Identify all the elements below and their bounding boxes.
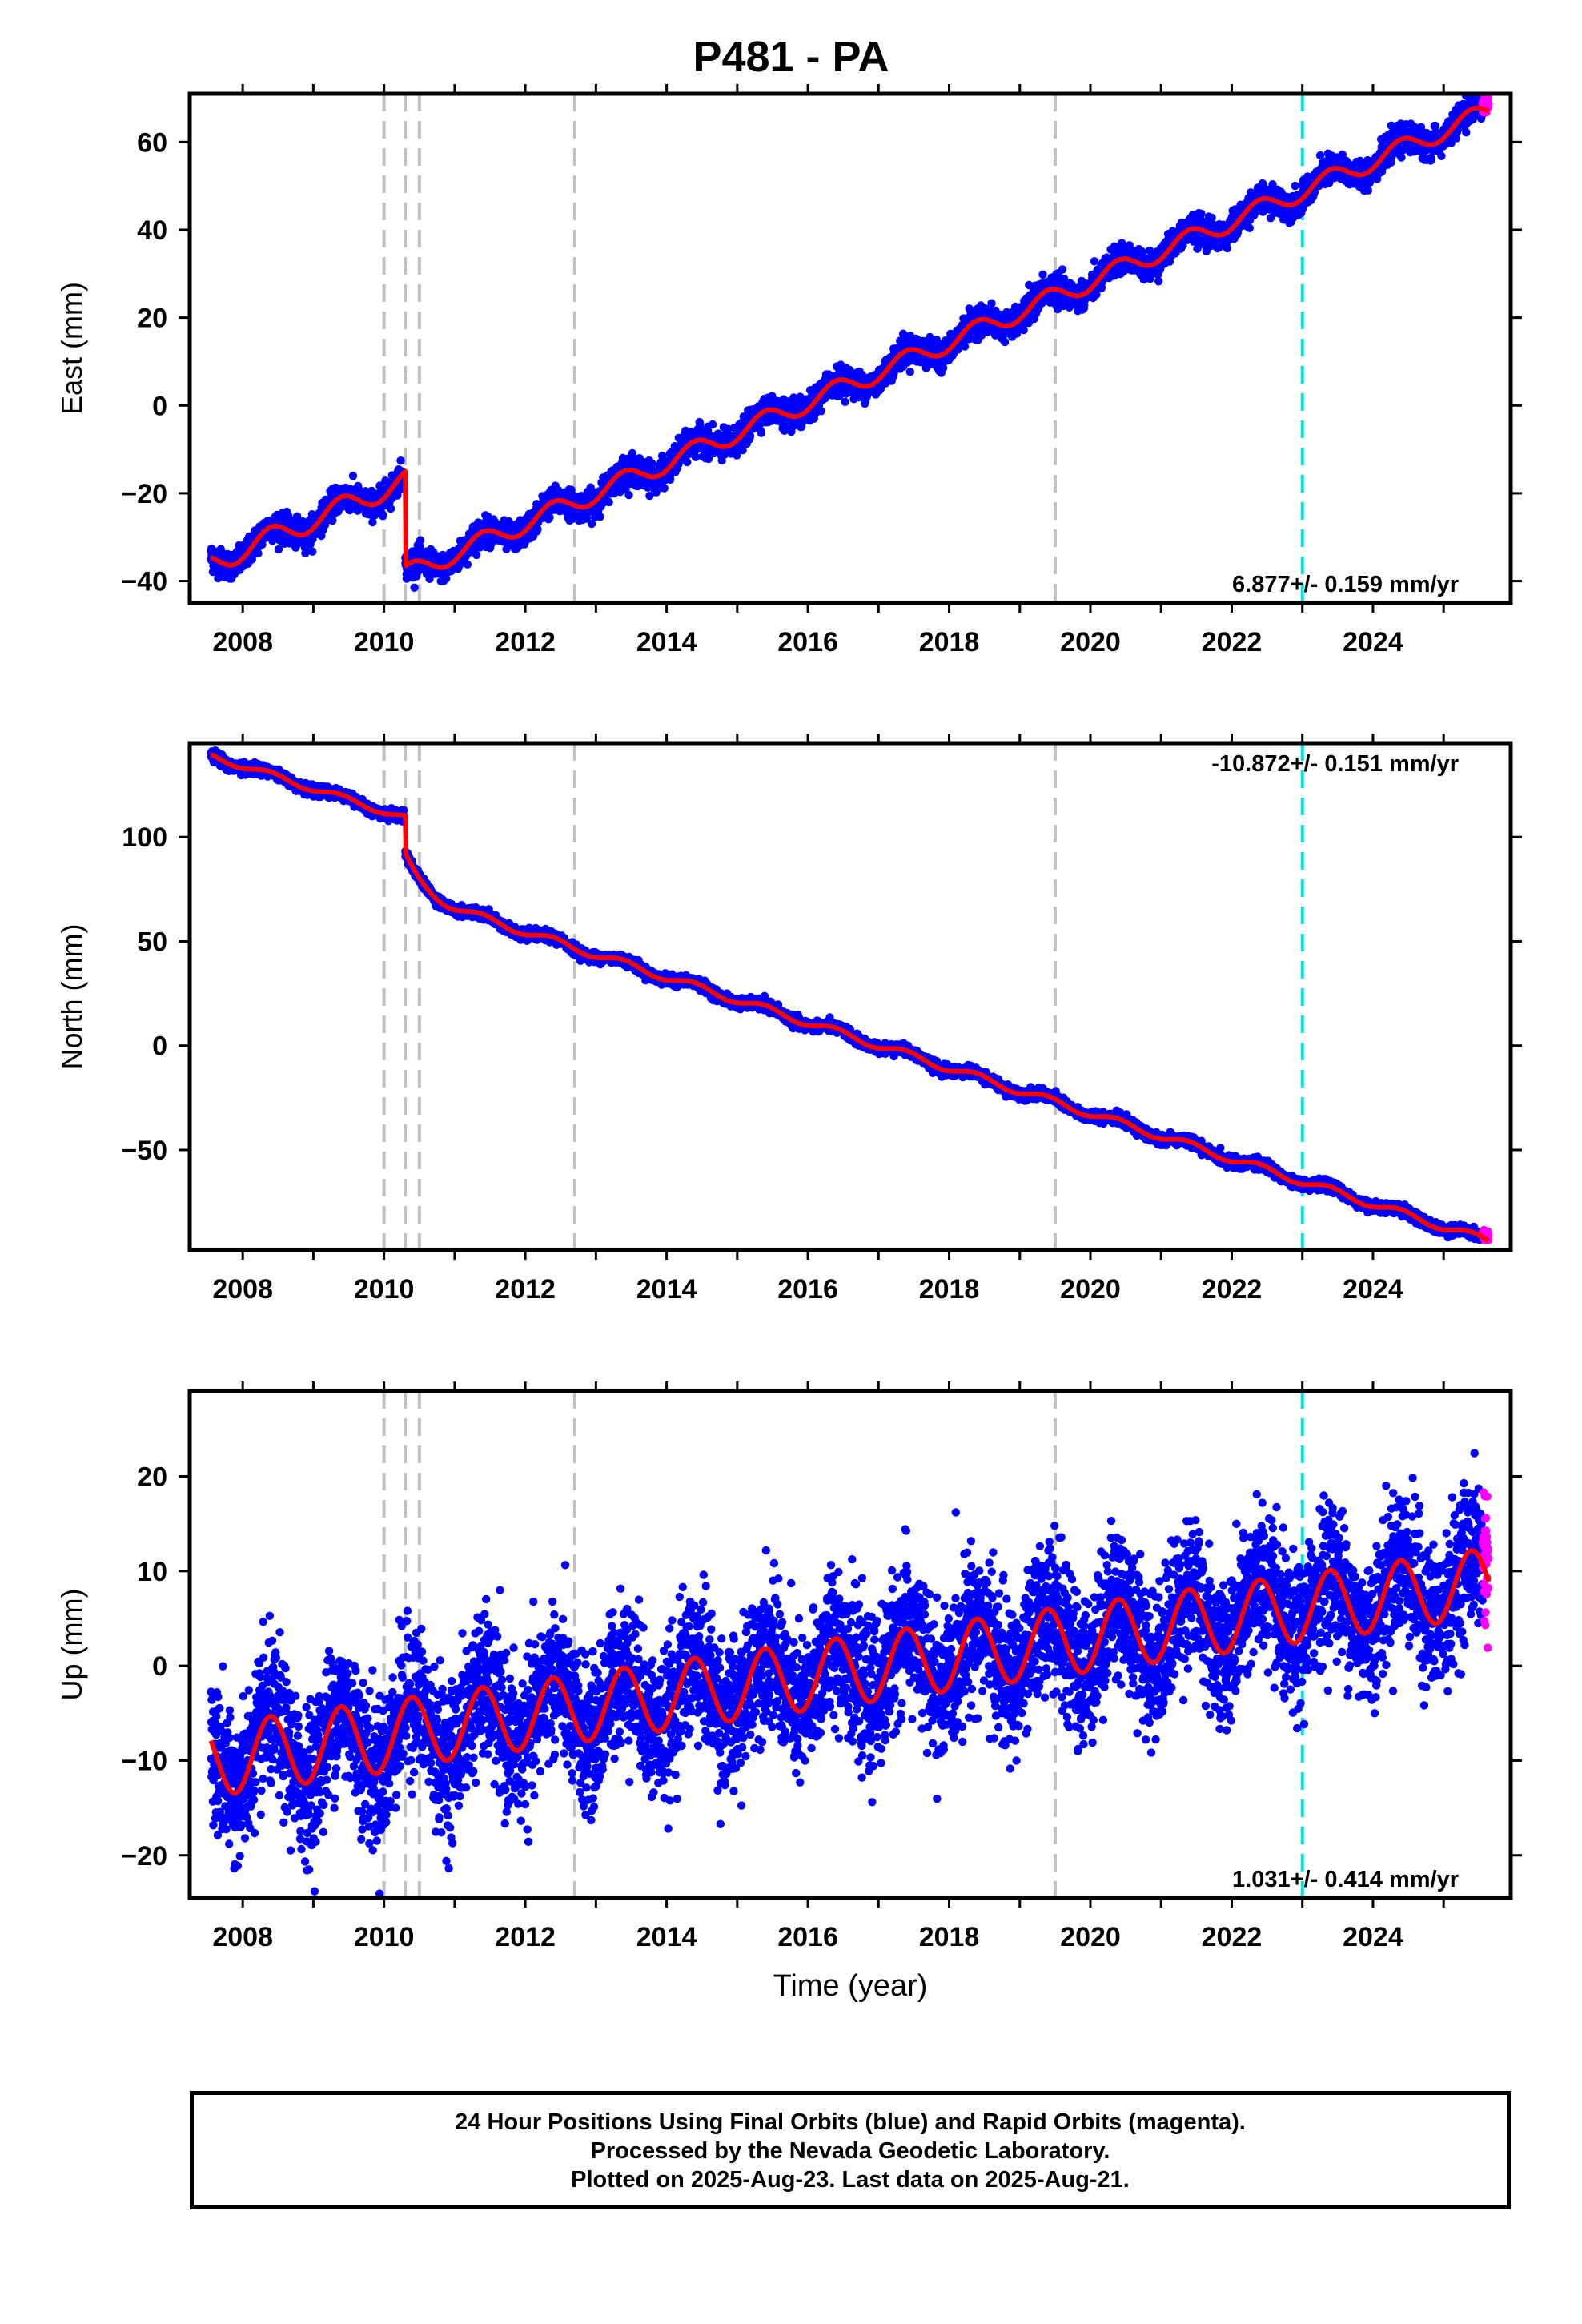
final-orbit-point: [905, 368, 915, 376]
final-orbit-point: [301, 549, 310, 557]
final-orbit-point: [328, 516, 337, 525]
final-orbit-point: [293, 512, 302, 521]
final-orbit-point: [348, 472, 358, 480]
final-orbit-point: [368, 517, 377, 527]
final-orbit-point: [604, 497, 613, 507]
final-orbit-point: [1000, 337, 1010, 347]
plot-area: [207, 94, 1493, 603]
final-orbit-point: [624, 490, 633, 500]
final-orbit-point: [379, 512, 387, 521]
final-orbit-point: [987, 299, 996, 308]
final-orbit-point: [1090, 257, 1099, 266]
final-orbit-point: [1154, 277, 1163, 286]
final-orbit-point: [308, 547, 317, 556]
final-orbit-point: [410, 583, 419, 592]
east-panel: 2008 2010 2012 2014 2016 2018 2020 2022 2024−40−…: [55, 84, 1522, 657]
final-orbit-point: [596, 513, 604, 521]
final-orbit-point: [254, 549, 263, 558]
final-orbit-point: [660, 484, 669, 493]
final-orbit-point: [442, 574, 451, 583]
final-orbit-point: [396, 456, 405, 465]
final-orbit-point: [683, 457, 692, 467]
final-orbit-point: [960, 342, 970, 351]
final-orbit-point: [708, 420, 717, 429]
final-orbit-point: [274, 545, 283, 554]
data-points: [207, 94, 1493, 592]
final-orbit-point: [1038, 270, 1047, 279]
final-orbit-point: [472, 550, 481, 560]
final-orbit-point: [386, 504, 396, 513]
final-orbit-point: [1058, 265, 1067, 274]
final-orbit-point: [463, 560, 472, 569]
chart-title: P481 - PA: [0, 32, 1582, 82]
final-orbit-point: [817, 407, 825, 416]
final-orbit-point: [841, 397, 849, 406]
final-orbit-point: [545, 513, 554, 522]
final-orbit-point: [745, 432, 755, 440]
final-orbit-point: [757, 428, 765, 437]
final-orbit-point: [416, 536, 425, 545]
